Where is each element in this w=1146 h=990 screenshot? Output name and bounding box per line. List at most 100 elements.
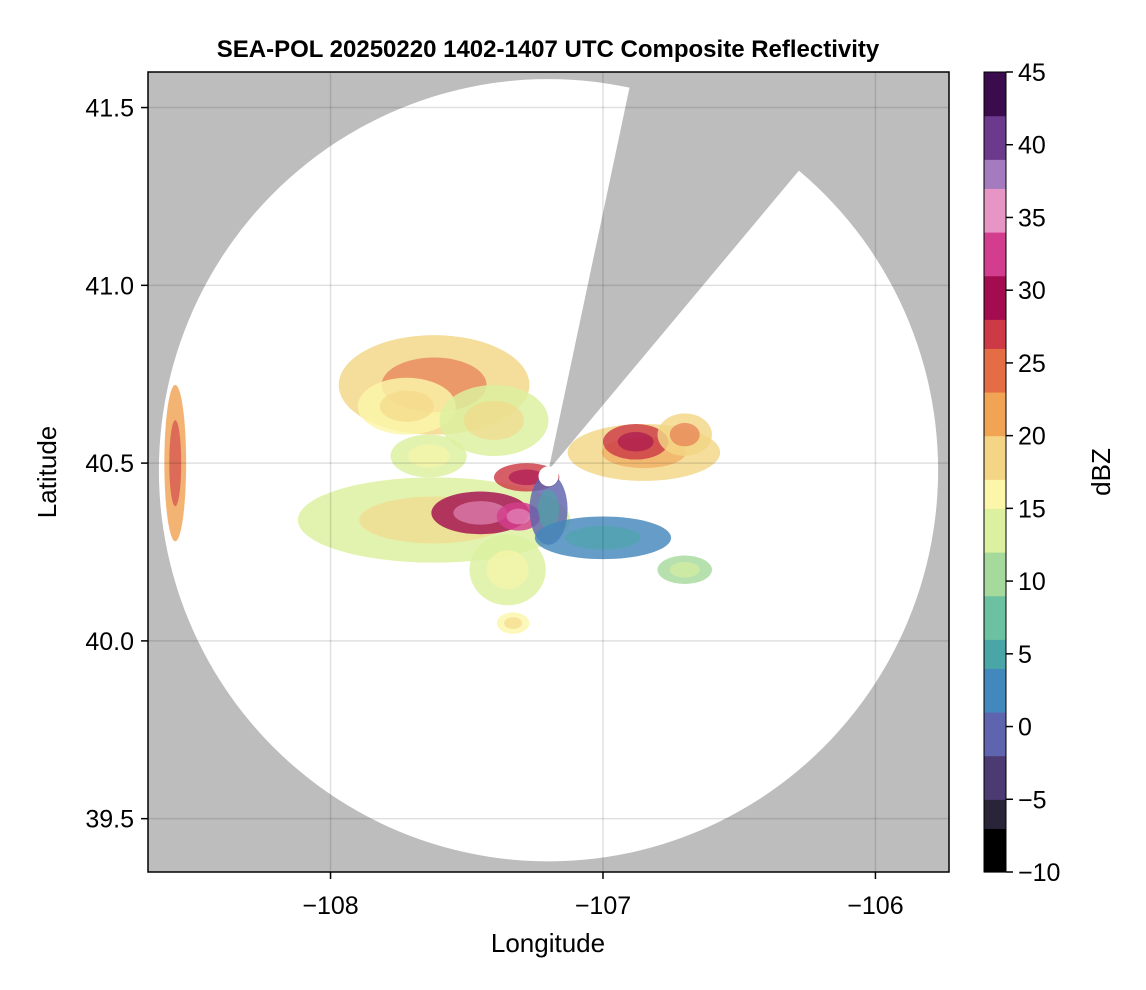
colorbar-segment <box>984 159 1006 175</box>
colorbar-segment <box>984 348 1006 364</box>
colorbar-segment <box>984 479 1006 495</box>
colorbar-tick-label: 45 <box>1018 59 1046 87</box>
colorbar-tick-label: 10 <box>1018 568 1046 596</box>
colorbar-segment <box>984 566 1006 582</box>
colorbar-segment <box>984 712 1006 728</box>
y-tick-label: 40.0 <box>85 628 134 656</box>
plot-frame <box>147 71 950 873</box>
colorbar-segment <box>984 828 1006 844</box>
colorbar-segment <box>984 72 1006 88</box>
colorbar-segment <box>984 755 1006 771</box>
colorbar-segment <box>984 682 1006 699</box>
colorbar-segment <box>984 232 1006 248</box>
colorbar-segment <box>984 115 1006 131</box>
colorbar-segment <box>984 552 1006 568</box>
colorbar-segment <box>984 726 1006 742</box>
colorbar-segment <box>984 624 1006 640</box>
x-tick-label: −108 <box>302 892 358 920</box>
colorbar-segment <box>984 86 1006 102</box>
colorbar-segment <box>984 275 1006 291</box>
x-axis-label: Longitude <box>491 928 605 958</box>
colorbar-segment <box>984 202 1006 219</box>
y-tick-label: 40.5 <box>85 450 134 478</box>
colorbar-segment <box>984 610 1006 626</box>
colorbar-segment <box>984 653 1006 669</box>
colorbar-segment <box>984 508 1006 524</box>
colorbar-tick-label: 40 <box>1018 132 1046 160</box>
colorbar-segment <box>984 464 1006 480</box>
colorbar-segment <box>984 697 1006 713</box>
colorbar-tick-label: −5 <box>1018 786 1047 814</box>
colorbar-segment <box>984 173 1006 189</box>
echo-core <box>486 550 529 590</box>
colorbar-segment <box>984 130 1006 146</box>
colorbar-segment <box>984 333 1006 349</box>
colorbar-segment <box>984 595 1006 611</box>
colorbar-segment <box>984 290 1006 306</box>
colorbar-tick-label: 30 <box>1018 277 1046 305</box>
y-tick-label: 41.5 <box>85 95 134 123</box>
echo-core <box>669 561 700 578</box>
colorbar-tick-label: 5 <box>1018 641 1032 669</box>
colorbar-segment <box>984 493 1006 509</box>
echo-core <box>508 469 545 486</box>
y-axis: 39.5 40.0 40.5 41.0 41.5 <box>85 95 148 834</box>
colorbar-segment <box>984 770 1006 786</box>
colorbar-frame <box>983 71 1007 873</box>
colorbar-segment <box>984 246 1006 262</box>
echo-core <box>407 444 450 468</box>
colorbar-segment <box>984 581 1006 597</box>
colorbar-tick-label: −10 <box>1018 859 1060 887</box>
colorbar-label: dBZ <box>1086 448 1116 496</box>
colorbar-segment <box>984 639 1006 655</box>
y-tick-label: 41.0 <box>85 272 134 300</box>
x-tick-label: −106 <box>847 892 903 920</box>
colorbar-segment <box>984 377 1006 393</box>
colorbar-segment <box>984 362 1006 379</box>
colorbar-segment <box>984 144 1006 160</box>
x-axis: −108 −107 −106 <box>302 872 904 920</box>
colorbar-segment <box>984 813 1006 829</box>
colorbar-segment <box>984 188 1006 204</box>
colorbar-segment <box>984 217 1006 233</box>
echo-core <box>565 526 641 550</box>
radar-center <box>538 466 559 487</box>
echo-core <box>379 390 434 422</box>
echo-core <box>504 617 523 629</box>
colorbar-segment <box>984 842 1006 859</box>
echo-core <box>169 420 182 507</box>
chart-title: SEA-POL 20250220 1402-1407 UTC Composite… <box>217 36 880 63</box>
reflectivity-echoes <box>164 335 721 634</box>
colorbar-segment <box>984 435 1006 451</box>
colorbar-tick-label: 35 <box>1018 204 1046 232</box>
colorbar-segment <box>984 101 1006 117</box>
echo-core <box>538 489 559 529</box>
colorbar-tick-label: 25 <box>1018 350 1046 378</box>
colorbar-segment <box>984 857 1006 873</box>
colorbar-segment <box>984 450 1006 466</box>
echo-core <box>453 501 508 525</box>
colorbar-segment <box>984 668 1006 684</box>
colorbar-segment <box>984 406 1006 422</box>
grid-lines <box>148 72 949 872</box>
echo-core <box>617 432 654 452</box>
colorbar-segment <box>984 319 1006 335</box>
echo-core <box>506 508 531 525</box>
colorbar-tick-label: 20 <box>1018 423 1046 451</box>
y-axis-label: Latitude <box>32 426 62 519</box>
colorbar-tick-label: 0 <box>1018 714 1032 742</box>
x-tick-label: −107 <box>575 892 631 920</box>
echo-core <box>464 400 524 441</box>
colorbar-segment <box>984 392 1006 408</box>
colorbar-segment <box>984 741 1006 757</box>
plot-area <box>148 72 949 872</box>
colorbar-segment <box>984 304 1006 320</box>
colorbar-segment <box>984 784 1006 800</box>
colorbar-segment <box>984 261 1006 277</box>
colorbar: −10 −5 0 5 10 15 20 25 30 35 40 45 <box>983 59 1060 887</box>
colorbar-segment <box>984 799 1006 815</box>
colorbar-segment <box>984 537 1006 553</box>
colorbar-segment <box>984 421 1006 437</box>
colorbar-segment <box>984 522 1006 539</box>
